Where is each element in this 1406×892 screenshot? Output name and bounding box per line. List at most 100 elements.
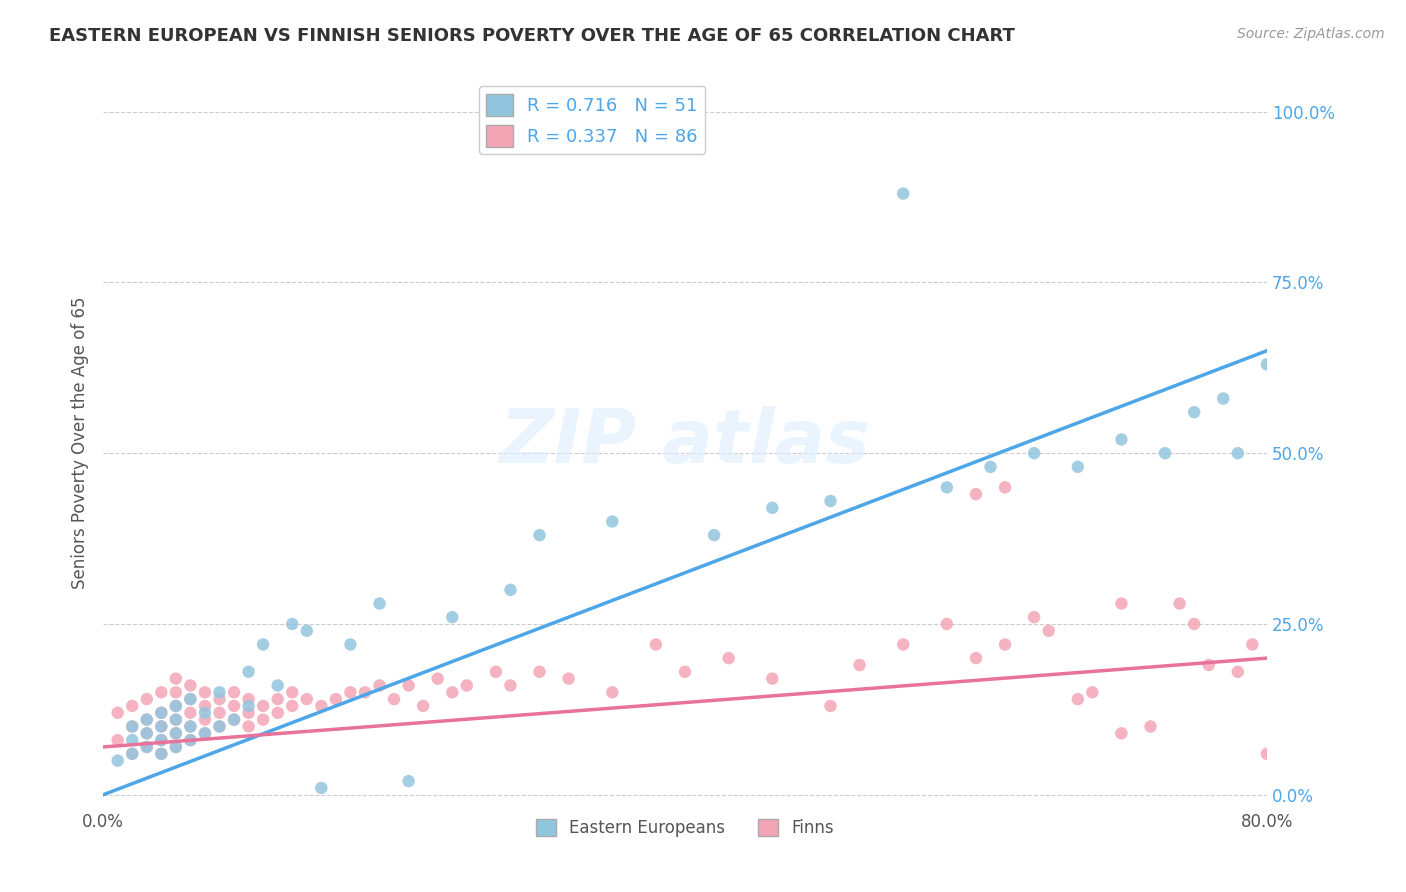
Point xyxy=(1024,446,1046,460)
Point xyxy=(165,726,187,740)
Point xyxy=(208,685,231,699)
Point xyxy=(165,685,187,699)
Point xyxy=(1081,685,1104,699)
Point xyxy=(194,726,217,740)
Point xyxy=(179,692,201,706)
Point xyxy=(135,692,157,706)
Point xyxy=(150,733,173,747)
Point xyxy=(1067,459,1090,474)
Point xyxy=(979,459,1001,474)
Point xyxy=(267,678,290,692)
Point xyxy=(891,638,914,652)
Point xyxy=(238,719,260,733)
Point xyxy=(165,713,187,727)
Point xyxy=(441,685,464,699)
Text: ZIP atlas: ZIP atlas xyxy=(499,407,870,479)
Point xyxy=(150,719,173,733)
Text: Source: ZipAtlas.com: Source: ZipAtlas.com xyxy=(1237,27,1385,41)
Point xyxy=(499,678,522,692)
Point xyxy=(165,739,187,754)
Point xyxy=(965,651,987,665)
Point xyxy=(121,747,143,761)
Point xyxy=(368,597,391,611)
Point xyxy=(165,739,187,754)
Point xyxy=(398,678,420,692)
Point xyxy=(150,706,173,720)
Point xyxy=(135,726,157,740)
Point xyxy=(935,480,957,494)
Point xyxy=(499,582,522,597)
Point xyxy=(717,651,740,665)
Point xyxy=(1154,446,1177,460)
Legend: Eastern Europeans, Finns: Eastern Europeans, Finns xyxy=(529,813,841,844)
Point xyxy=(165,672,187,686)
Point xyxy=(165,726,187,740)
Point xyxy=(1111,597,1133,611)
Point xyxy=(107,733,129,747)
Point xyxy=(150,706,173,720)
Point xyxy=(222,713,245,727)
Point xyxy=(208,719,231,733)
Point xyxy=(179,719,201,733)
Point xyxy=(135,739,157,754)
Point xyxy=(994,480,1017,494)
Point xyxy=(238,698,260,713)
Point xyxy=(1241,638,1264,652)
Point xyxy=(135,739,157,754)
Point xyxy=(295,624,318,638)
Point xyxy=(121,698,143,713)
Point xyxy=(1024,610,1046,624)
Point xyxy=(441,610,464,624)
Point xyxy=(645,638,668,652)
Point xyxy=(1256,357,1278,371)
Point xyxy=(252,638,274,652)
Point xyxy=(965,487,987,501)
Point xyxy=(703,528,725,542)
Point xyxy=(1182,617,1205,632)
Point xyxy=(1198,657,1220,672)
Point xyxy=(194,698,217,713)
Point xyxy=(456,678,478,692)
Point xyxy=(179,678,201,692)
Point xyxy=(325,692,347,706)
Point xyxy=(891,186,914,201)
Point xyxy=(295,692,318,706)
Point xyxy=(600,515,623,529)
Point xyxy=(222,698,245,713)
Point xyxy=(222,713,245,727)
Point xyxy=(165,698,187,713)
Point xyxy=(311,780,333,795)
Point xyxy=(368,678,391,692)
Point xyxy=(267,706,290,720)
Point xyxy=(238,706,260,720)
Point xyxy=(222,685,245,699)
Point xyxy=(339,638,361,652)
Point xyxy=(1212,392,1234,406)
Point xyxy=(179,692,201,706)
Point xyxy=(208,706,231,720)
Point xyxy=(354,685,377,699)
Point xyxy=(1139,719,1161,733)
Point xyxy=(820,494,842,508)
Point xyxy=(150,733,173,747)
Point xyxy=(1168,597,1191,611)
Point xyxy=(165,713,187,727)
Point xyxy=(194,706,217,720)
Point xyxy=(208,719,231,733)
Point xyxy=(1226,446,1249,460)
Point xyxy=(150,747,173,761)
Point xyxy=(107,754,129,768)
Point xyxy=(673,665,696,679)
Point xyxy=(135,713,157,727)
Point xyxy=(179,733,201,747)
Point xyxy=(135,713,157,727)
Point xyxy=(339,685,361,699)
Point xyxy=(194,713,217,727)
Point xyxy=(150,685,173,699)
Point xyxy=(1182,405,1205,419)
Point xyxy=(1038,624,1060,638)
Text: EASTERN EUROPEAN VS FINNISH SENIORS POVERTY OVER THE AGE OF 65 CORRELATION CHART: EASTERN EUROPEAN VS FINNISH SENIORS POVE… xyxy=(49,27,1015,45)
Point xyxy=(121,733,143,747)
Point xyxy=(1111,433,1133,447)
Point xyxy=(179,706,201,720)
